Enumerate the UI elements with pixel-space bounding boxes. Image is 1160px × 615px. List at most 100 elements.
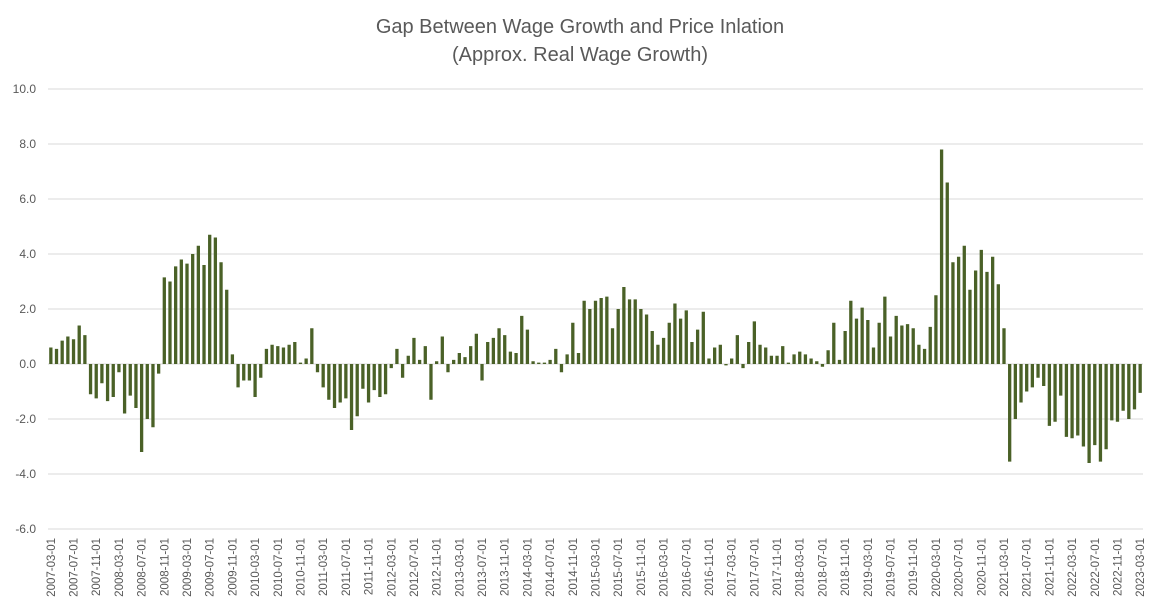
x-tick-label: 2014-07-01 xyxy=(545,538,557,597)
y-tick-label: 8.0 xyxy=(19,137,36,151)
bar xyxy=(349,364,354,430)
bar xyxy=(764,347,768,364)
x-tick-label: 2010-11-01 xyxy=(295,538,307,596)
bar xyxy=(775,355,779,364)
bar xyxy=(1064,364,1069,437)
bar xyxy=(854,318,859,364)
bar xyxy=(548,359,552,364)
gridlines xyxy=(48,88,1143,530)
bar xyxy=(537,362,541,364)
bar xyxy=(945,182,949,364)
x-tick-label: 2017-03-01 xyxy=(727,538,739,597)
bar xyxy=(917,344,921,364)
bar xyxy=(1076,364,1080,436)
chart-title-block: Gap Between Wage Growth and Price Inlati… xyxy=(0,13,1160,69)
bar xyxy=(996,284,1000,364)
bar xyxy=(911,328,915,364)
bar xyxy=(196,245,200,364)
bar xyxy=(1070,364,1074,439)
bar xyxy=(100,364,104,384)
bar xyxy=(1110,364,1114,421)
bar xyxy=(747,342,751,364)
bar xyxy=(979,249,983,364)
bar xyxy=(922,348,927,364)
x-tick-label: 2008-11-01 xyxy=(159,538,171,596)
bar xyxy=(327,364,331,400)
bar xyxy=(480,364,484,381)
bar xyxy=(781,346,785,364)
bar xyxy=(724,364,728,366)
bar xyxy=(559,364,564,373)
x-tick-label: 2011-03-01 xyxy=(318,538,330,596)
bar xyxy=(599,298,603,364)
bars xyxy=(49,149,1142,463)
bar xyxy=(622,287,626,364)
bar xyxy=(361,364,365,389)
x-tick-label: 2016-11-01 xyxy=(704,538,716,596)
bar xyxy=(1013,364,1017,419)
bar xyxy=(849,300,853,364)
bar xyxy=(837,359,842,364)
bar xyxy=(1098,364,1103,462)
bar xyxy=(1132,364,1137,410)
x-tick-label: 2009-07-01 xyxy=(205,538,217,597)
bar xyxy=(1047,364,1052,426)
bar xyxy=(423,346,427,364)
bar xyxy=(151,364,155,428)
bar xyxy=(191,254,195,364)
bar xyxy=(469,346,473,364)
bar xyxy=(712,347,717,364)
bar xyxy=(542,362,547,364)
y-tick-label: -6.0 xyxy=(15,522,36,536)
x-tick-label: 2015-11-01 xyxy=(636,538,648,596)
x-tick-label: 2011-11-01 xyxy=(364,538,376,595)
bar xyxy=(968,289,972,364)
bar xyxy=(991,256,995,364)
bar xyxy=(616,309,620,364)
bar xyxy=(117,364,121,373)
bar xyxy=(1019,364,1023,403)
bar xyxy=(412,337,416,364)
bar xyxy=(656,344,660,364)
bar xyxy=(905,324,910,364)
bar xyxy=(208,234,212,364)
bar xyxy=(463,357,467,364)
bar xyxy=(803,354,808,364)
bar xyxy=(66,336,70,364)
bar xyxy=(633,299,637,364)
bar xyxy=(718,344,722,364)
x-tick-label: 2012-11-01 xyxy=(432,538,444,596)
x-tick-label: 2015-03-01 xyxy=(591,538,603,597)
x-tick-label: 2013-07-01 xyxy=(477,538,489,597)
bar xyxy=(576,353,581,364)
bar xyxy=(531,361,535,364)
bar xyxy=(1138,364,1142,393)
bar xyxy=(815,361,819,364)
bar xyxy=(156,364,161,374)
x-tick-label: 2019-03-01 xyxy=(863,538,875,597)
bar xyxy=(230,354,235,364)
bar xyxy=(372,364,376,391)
x-tick-label: 2021-11-01 xyxy=(1044,538,1056,596)
bar xyxy=(1093,364,1097,446)
bar xyxy=(752,321,757,364)
bar xyxy=(888,336,893,364)
x-tick-label: 2010-03-01 xyxy=(250,538,262,597)
x-tick-label: 2021-07-01 xyxy=(1022,538,1034,597)
bar xyxy=(446,364,450,373)
bar xyxy=(1025,364,1029,392)
x-tick-label: 2022-11-01 xyxy=(1112,538,1124,596)
bar xyxy=(627,299,632,364)
bar xyxy=(276,346,280,364)
bar xyxy=(128,364,132,396)
bar xyxy=(429,364,433,400)
bar xyxy=(514,353,518,364)
y-tick-label: 2.0 xyxy=(19,302,36,316)
bar xyxy=(883,296,887,364)
bar xyxy=(304,358,308,364)
bar xyxy=(417,359,422,364)
bar xyxy=(769,355,774,364)
x-tick-label: 2019-07-01 xyxy=(886,538,898,597)
bar xyxy=(707,358,711,364)
bar xyxy=(497,328,501,364)
